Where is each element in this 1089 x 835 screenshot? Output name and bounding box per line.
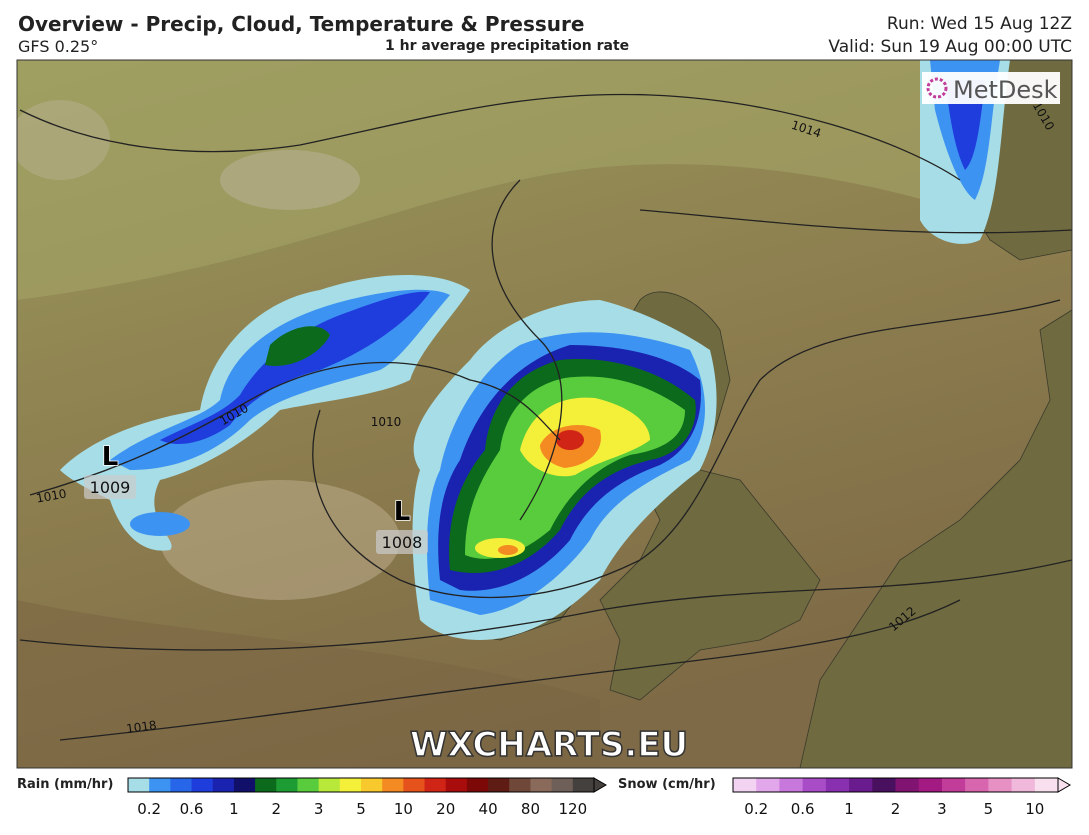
rain-legend-title: Rain (mm/hr) xyxy=(17,777,113,792)
legend-swatch xyxy=(191,778,214,792)
low-value-box xyxy=(376,530,428,554)
legend-tick-label: 0.6 xyxy=(180,800,204,818)
valid: Valid: Sun 19 Aug 00:00 UTC xyxy=(828,37,1072,57)
legend-swatch xyxy=(318,778,341,792)
legend-swatch xyxy=(212,778,235,792)
legend-tick-label: 80 xyxy=(521,800,540,818)
legend-swatch xyxy=(128,778,150,792)
legend-swatch xyxy=(551,778,574,792)
snow-legend-title: Snow (cm/hr) xyxy=(618,777,716,792)
legend-swatch xyxy=(170,778,193,792)
model: GFS 0.25° xyxy=(18,37,99,56)
legend-swatch xyxy=(361,778,383,792)
legend-swatch xyxy=(424,778,447,792)
legend-swatch xyxy=(988,778,1013,792)
legend-swatch xyxy=(825,778,850,792)
legend-tick-label: 0.2 xyxy=(137,800,161,818)
legend-swatch xyxy=(872,778,896,792)
legend-tick-label: 0.6 xyxy=(791,800,815,818)
watermark: WXCHARTS.EU xyxy=(410,725,688,765)
precip-main xyxy=(412,300,717,640)
legend-tick-label: 1 xyxy=(844,800,854,818)
legend-tick-label: 120 xyxy=(558,800,587,818)
low-symbol: L xyxy=(394,497,411,527)
legend-arrow xyxy=(1057,777,1071,793)
legend-swatch xyxy=(849,778,873,792)
legend-swatch xyxy=(1011,778,1036,792)
logo-icon xyxy=(926,77,948,99)
logo: MetDesk xyxy=(953,76,1058,104)
legend-tick-label: 5 xyxy=(984,800,994,818)
legend-arrow xyxy=(593,777,607,793)
title: Overview - Precip, Cloud, Temperature & … xyxy=(18,12,585,36)
low-symbol: L xyxy=(102,442,119,472)
legend-swatch xyxy=(149,778,171,792)
isobar-label: 1018 xyxy=(125,718,157,736)
legend-swatch xyxy=(297,778,320,792)
isobars xyxy=(19,93,1072,741)
legend-tick-label: 3 xyxy=(314,800,324,818)
legend-tick-label: 40 xyxy=(479,800,498,818)
legend-tick-label: 0.2 xyxy=(744,800,768,818)
legend-tick-label: 5 xyxy=(356,800,366,818)
legend-swatch xyxy=(756,778,780,792)
legend-swatch xyxy=(802,778,827,792)
legend-swatch xyxy=(382,778,404,792)
legend-tick-label: 2 xyxy=(891,800,901,818)
legend-tick-label: 20 xyxy=(436,800,455,818)
legend-swatch xyxy=(466,778,489,792)
low-value-box xyxy=(84,475,136,499)
subtitle: 1 hr average precipitation rate xyxy=(385,38,630,54)
legend-swatch xyxy=(445,778,468,792)
legend-swatch xyxy=(941,778,966,792)
precip-west xyxy=(60,275,470,551)
legend-tick-label: 1 xyxy=(229,800,239,818)
legend-swatch xyxy=(779,778,804,792)
legend-swatch xyxy=(965,778,989,792)
legend-swatch xyxy=(509,778,531,792)
legend-tick-label: 10 xyxy=(1025,800,1044,818)
legend-tick-label: 2 xyxy=(271,800,281,818)
legend-tick-label: 3 xyxy=(937,800,947,818)
legend-swatch xyxy=(403,778,426,792)
legend-tick-label: 10 xyxy=(394,800,413,818)
legend-swatch xyxy=(255,778,277,792)
isobar-label: 1010 xyxy=(371,415,402,429)
isobar-label: 1010 xyxy=(35,487,68,506)
legend-swatch xyxy=(733,778,757,792)
legend-swatch xyxy=(339,778,362,792)
legend-swatch xyxy=(530,778,553,792)
low-value: 1009 xyxy=(90,478,131,497)
legend-swatch xyxy=(895,778,920,792)
run: Run: Wed 15 Aug 12Z xyxy=(886,14,1072,34)
legend-swatch xyxy=(918,778,943,792)
legend-swatch xyxy=(276,778,298,792)
legend-swatch xyxy=(488,778,510,792)
legend-swatch xyxy=(1034,778,1059,792)
low-value: 1008 xyxy=(382,533,423,552)
legend-swatch xyxy=(233,778,256,792)
legend-swatch xyxy=(572,778,595,792)
